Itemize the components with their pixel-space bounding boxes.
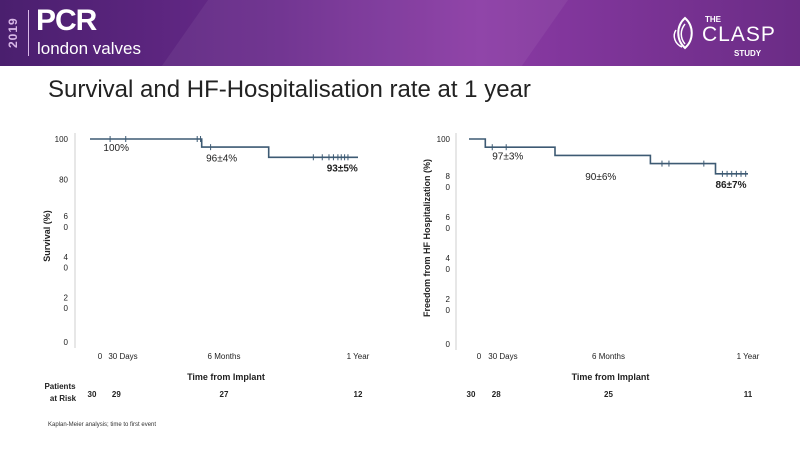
survival-annotation: 90±6% <box>585 172 616 183</box>
x-tick-label: 6 Months <box>208 352 241 361</box>
clasp-the-label: THE <box>705 15 721 24</box>
x-tick-label: 0 <box>98 352 103 361</box>
survival-annotation: 93±5% <box>327 163 358 174</box>
clasp-name-label: CLASP <box>702 23 776 46</box>
x-tick-label: 6 Months <box>592 352 625 361</box>
x-tick-label: 1 Year <box>347 352 370 361</box>
at-risk-value: 30 <box>467 390 476 399</box>
survival-annotation: 96±4% <box>206 153 237 164</box>
pcr-logo-text: PCR <box>36 4 97 37</box>
header-divider <box>28 10 29 56</box>
km-curve <box>469 138 748 175</box>
km-curve <box>90 138 358 159</box>
at-risk-value: 27 <box>220 390 229 399</box>
x-axis-label: Time from Implant <box>187 372 265 382</box>
y-tick-label: 100 <box>437 135 451 144</box>
y-tick-label: 0 <box>446 340 451 349</box>
x-tick-label: 0 <box>477 352 482 361</box>
x-tick-label: 1 Year <box>737 352 760 361</box>
y-tick-label: 0 <box>64 338 69 347</box>
at-risk-value: 12 <box>354 390 363 399</box>
at-risk-label: at Risk <box>50 394 77 403</box>
survival-annotation: 100% <box>103 143 129 154</box>
clasp-study-label: STUDY <box>734 49 762 58</box>
footnote: Kaplan-Meier analysis; time to first eve… <box>48 422 157 428</box>
at-risk-value: 29 <box>112 390 121 399</box>
london-valves-text: london valves <box>37 39 141 58</box>
y-tick-label: 100 <box>55 135 69 144</box>
x-axis-label: Time from Implant <box>572 372 650 382</box>
leaf-icon <box>673 16 693 50</box>
at-risk-value: 11 <box>744 390 753 399</box>
y-axis-label: Freedom from HF Hospitalization (%) <box>422 159 432 317</box>
y-axis-label: Survival (%) <box>42 210 52 262</box>
clasp-study-logo: THE CLASP STUDY <box>672 12 792 58</box>
at-risk-value: 28 <box>492 390 501 399</box>
at-risk-value: 25 <box>604 390 613 399</box>
at-risk-label: Patients <box>44 382 76 391</box>
x-tick-label: 30 Days <box>488 352 517 361</box>
survival-annotation: 86±7% <box>715 180 746 191</box>
header-banner: 2019 PCR london valves THE CLASP STUDY <box>0 0 800 66</box>
survival-annotation: 97±3% <box>492 152 523 163</box>
y-tick-label: 80 <box>59 176 68 185</box>
at-risk-value: 30 <box>88 390 97 399</box>
x-tick-label: 30 Days <box>108 352 137 361</box>
slide-title: Survival and HF-Hospitalisation rate at … <box>48 76 531 103</box>
